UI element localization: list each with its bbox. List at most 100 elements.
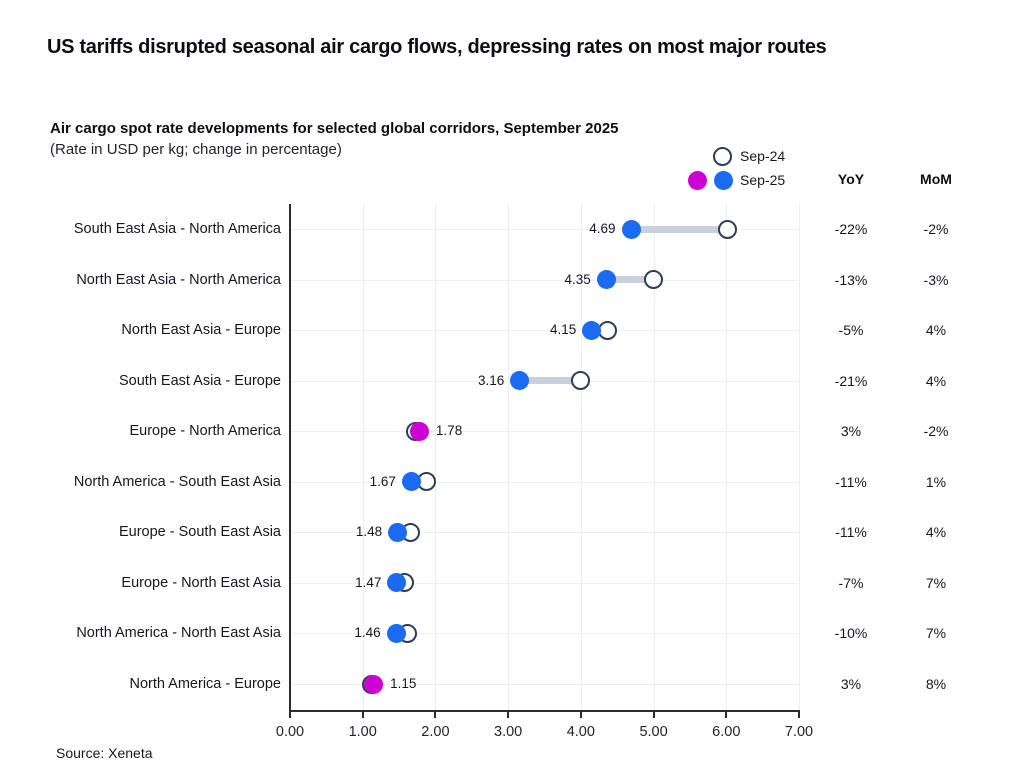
sep25-value-label: 4.35 xyxy=(564,271,591,287)
x-axis-line xyxy=(289,710,800,712)
vertical-gridline xyxy=(653,204,655,710)
mom-value: 4% xyxy=(925,372,947,389)
x-axis-tick xyxy=(361,712,364,718)
mom-value: -3% xyxy=(923,271,949,288)
vertical-gridline xyxy=(799,204,800,710)
sep25-dot xyxy=(510,371,530,391)
yoy-value: -13% xyxy=(834,271,868,288)
column-header-yoy: YoY xyxy=(837,171,865,187)
sep25-dot xyxy=(582,320,602,340)
sep25-value-label: 1.67 xyxy=(369,473,396,489)
x-axis-tick-label: 6.00 xyxy=(712,724,741,740)
row-label: North East Asia - Europe xyxy=(121,322,281,339)
mom-value: 7% xyxy=(925,574,947,591)
x-axis-tick-label: 5.00 xyxy=(639,724,668,740)
legend-sep24-icon xyxy=(713,147,732,166)
sep25-value-label: 1.47 xyxy=(355,574,382,590)
sep25-dot xyxy=(388,522,408,542)
x-axis-tick xyxy=(507,712,510,718)
horizontal-gridline xyxy=(290,532,799,534)
x-axis-tick xyxy=(289,712,291,718)
yoy-value: -7% xyxy=(838,574,864,591)
mom-value: 7% xyxy=(925,625,947,642)
mom-value: 8% xyxy=(925,676,947,693)
vertical-gridline xyxy=(362,204,364,710)
legend-sep25-blue-icon xyxy=(714,171,733,190)
yoy-value: -22% xyxy=(834,221,868,237)
sep25-value-label: 1.15 xyxy=(390,676,417,692)
chart-headline: US tariffs disrupted seasonal air cargo … xyxy=(47,36,827,58)
sep24-dot xyxy=(717,219,737,239)
sep25-value-label: 4.69 xyxy=(589,221,616,236)
sep25-dot xyxy=(387,573,407,593)
legend-sep25-label: Sep-25 xyxy=(740,172,786,188)
chart-subtitle-units: (Rate in USD per kg; change in percentag… xyxy=(50,141,342,158)
row-label: North America - Europe xyxy=(129,676,281,693)
sep25-dot xyxy=(409,421,429,441)
horizontal-gridline xyxy=(290,330,799,332)
connector-bar xyxy=(519,377,581,385)
chart-subtitle: Air cargo spot rate developments for sel… xyxy=(50,120,619,137)
row-label: North East Asia - North America xyxy=(76,271,281,288)
legend-sep25-magenta-icon xyxy=(688,171,707,190)
x-axis-tick xyxy=(579,712,582,718)
horizontal-gridline xyxy=(290,431,799,433)
mom-value: -2% xyxy=(923,221,949,237)
vertical-gridline xyxy=(580,204,582,710)
row-label: South East Asia - North America xyxy=(73,221,281,237)
row-label: Europe - North America xyxy=(129,423,281,440)
sep25-value-label: 1.78 xyxy=(435,423,463,439)
legend-sep24-label: Sep-24 xyxy=(740,148,786,164)
horizontal-gridline xyxy=(290,633,799,635)
yoy-value: -21% xyxy=(834,372,868,389)
x-axis-tick-label: 4.00 xyxy=(566,724,595,740)
sep25-value-label: 1.46 xyxy=(354,625,381,641)
yoy-value: -11% xyxy=(835,473,867,490)
x-axis-tick xyxy=(652,712,655,718)
sep25-dot xyxy=(401,472,421,492)
horizontal-gridline xyxy=(290,481,799,483)
sep24-dot xyxy=(598,320,618,340)
mom-value: 1% xyxy=(925,473,947,490)
row-label: Europe - South East Asia xyxy=(118,524,281,541)
row-label: North America - North East Asia xyxy=(76,625,281,642)
x-axis-tick xyxy=(725,712,728,718)
y-axis-line xyxy=(289,204,291,710)
connector-bar xyxy=(606,276,654,284)
row-label: Europe - North East Asia xyxy=(121,574,281,591)
vertical-gridline xyxy=(726,204,728,710)
sep24-dot xyxy=(571,371,591,391)
mom-value: 4% xyxy=(925,524,947,541)
x-axis-tick xyxy=(798,712,800,718)
sep25-dot xyxy=(621,219,641,239)
yoy-value: -10% xyxy=(834,625,868,642)
horizontal-gridline xyxy=(290,582,799,584)
vertical-gridline xyxy=(508,204,510,710)
sep25-value-label: 3.16 xyxy=(478,372,505,388)
mom-value: 4% xyxy=(925,322,947,339)
yoy-value: -11% xyxy=(835,524,867,541)
yoy-value: 3% xyxy=(840,676,862,693)
x-axis-tick xyxy=(434,712,437,718)
mom-value: -2% xyxy=(923,423,949,440)
row-label: South East Asia - Europe xyxy=(118,372,281,389)
horizontal-gridline xyxy=(290,279,799,281)
horizontal-gridline xyxy=(290,684,799,686)
row-label: North America - South East Asia xyxy=(73,473,281,490)
x-axis-tick-label: 3.00 xyxy=(494,724,523,740)
sep25-dot xyxy=(596,270,616,290)
x-axis-tick-label: 2.00 xyxy=(421,724,450,740)
x-axis-tick-label: 7.00 xyxy=(784,724,814,740)
column-header-mom: MoM xyxy=(920,171,952,187)
horizontal-gridline xyxy=(290,229,799,230)
x-axis-tick-label: 0.00 xyxy=(275,724,305,740)
connector-bar xyxy=(631,225,727,233)
sep25-value-label: 1.48 xyxy=(355,524,383,540)
sep25-dot xyxy=(364,674,384,694)
x-axis-tick-label: 1.00 xyxy=(348,724,377,740)
sep25-dot xyxy=(386,623,406,643)
yoy-value: 3% xyxy=(840,423,862,440)
source-note: Source: Xeneta xyxy=(56,745,153,761)
yoy-value: -5% xyxy=(838,322,864,339)
